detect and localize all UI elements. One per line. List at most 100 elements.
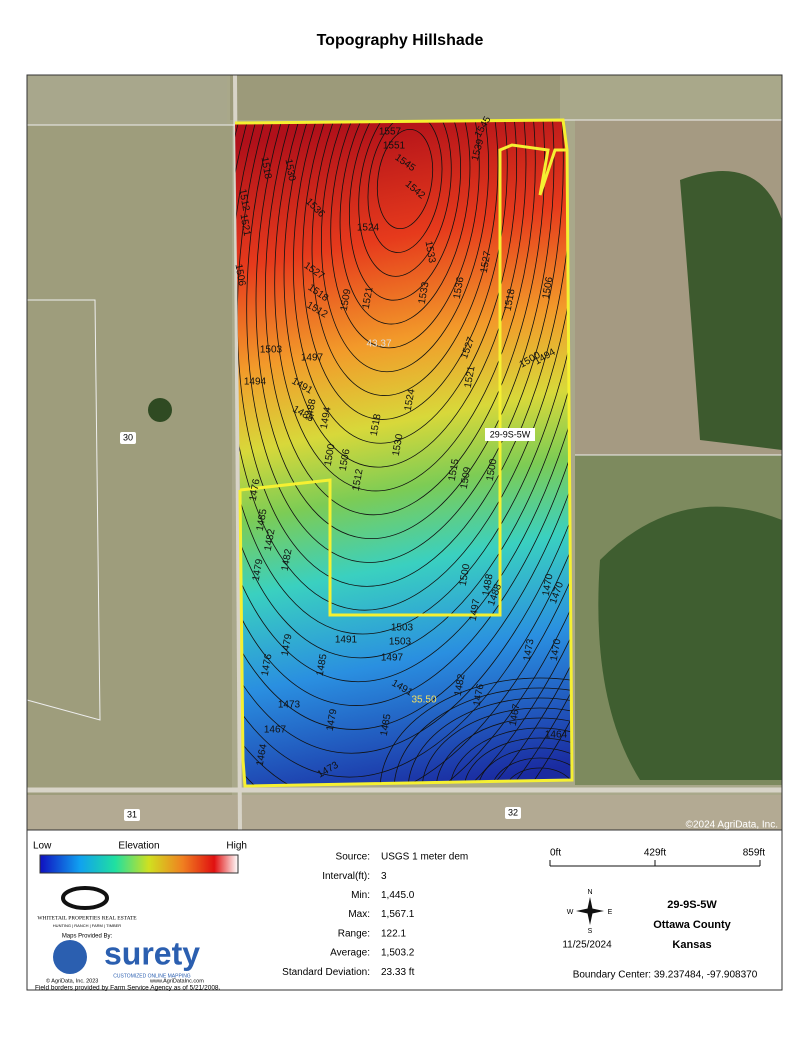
- contour-label: 1485: [379, 713, 394, 737]
- road-labels: 30 31 32: [120, 432, 521, 821]
- contour-line: [367, 120, 443, 253]
- contour-line: [235, 120, 572, 754]
- contour-label: 1464: [255, 743, 270, 767]
- contour-label: 1515: [447, 458, 462, 482]
- stat-label: Standard Deviation:: [282, 967, 370, 978]
- contour-line: [339, 120, 471, 325]
- contour-label: 1518: [503, 288, 518, 312]
- contour-line: [302, 120, 508, 420]
- contour-label: 1512: [351, 468, 366, 492]
- contour-label: 1557: [379, 127, 402, 138]
- scale-bar: 0ft 429ft 859ft: [549, 848, 765, 867]
- contour-label: 1476: [260, 653, 275, 677]
- contour-line: [236, 120, 572, 587]
- contour-line: [235, 120, 572, 635]
- contour-line: [235, 120, 572, 683]
- contour-label: 1494: [319, 406, 334, 430]
- section-box: [485, 428, 535, 441]
- contour-line: [393, 687, 572, 786]
- contour-line: [235, 120, 572, 659]
- logo: WHITETAIL PROPERTIES REAL ESTATE HUNTING…: [37, 886, 204, 984]
- contour-label: 1464: [545, 730, 568, 741]
- contour-label: 1500: [323, 443, 338, 467]
- stat-value: 122.1: [381, 928, 406, 939]
- legend-title: Elevation: [118, 841, 159, 852]
- contour-line: [407, 697, 572, 786]
- contour-label: 1524: [403, 388, 418, 412]
- contour-label: 1506: [233, 263, 248, 287]
- contour-line: [246, 120, 564, 563]
- contour-line: [379, 677, 572, 786]
- contour-label: 1470: [541, 573, 556, 597]
- contour-line: [358, 120, 452, 277]
- compass: N S E W: [567, 889, 613, 935]
- contour-label: 1518: [259, 156, 274, 180]
- contour-label: 1521: [361, 286, 376, 310]
- contour-line: [320, 120, 490, 373]
- brand-tagline: HUNTING | RANCH | FARM | TIMBER: [53, 923, 121, 928]
- contour-line: [463, 737, 572, 786]
- compass-s: S: [588, 928, 593, 935]
- road-label: 32: [508, 807, 518, 817]
- stat-label: Range:: [338, 928, 370, 939]
- contour-label: 1488: [481, 573, 496, 597]
- stat-label: Min:: [351, 890, 370, 901]
- legend-high: High: [226, 841, 247, 852]
- contour-line: [235, 120, 572, 778]
- brand: WHITETAIL PROPERTIES REAL ESTATE: [37, 915, 137, 921]
- surety-tagline: CUSTOMIZED ONLINE MAPPING: [113, 973, 191, 979]
- field-label: 35.50: [411, 695, 436, 706]
- stat-label: Max:: [348, 909, 370, 920]
- compass-w: W: [567, 909, 574, 916]
- scale-label: 0ft: [550, 848, 561, 859]
- contour-line: [255, 120, 555, 540]
- contour-label: 1506: [338, 448, 353, 472]
- stat-value: 3: [381, 871, 387, 882]
- field-label: 43.37: [366, 339, 391, 350]
- road-label: 30: [123, 432, 133, 442]
- contour-label: 1476: [248, 478, 263, 502]
- contour-label: 1512: [237, 188, 252, 212]
- compass-n: N: [587, 889, 592, 896]
- copyright: ©2024 AgriData, Inc.: [686, 820, 778, 831]
- legend-low: Low: [33, 841, 52, 852]
- stat-label: Average:: [330, 948, 370, 959]
- contour-line: [264, 120, 546, 516]
- compass-e: E: [608, 909, 613, 916]
- section-label: 29-9S-5W: [490, 429, 531, 439]
- stat-label: Source:: [336, 852, 370, 863]
- contour-label: 1521: [238, 213, 253, 237]
- contour-label: 1467: [264, 725, 287, 736]
- contour-label: 1482: [280, 548, 295, 572]
- contour-label: 1509: [339, 288, 354, 312]
- contour-label: 1485: [315, 653, 330, 677]
- contour-label: 1482: [263, 528, 278, 552]
- contour-line: [235, 120, 572, 730]
- contour-label: 1509: [459, 466, 474, 490]
- contour-line: [292, 120, 518, 444]
- stat-value: 1,445.0: [381, 890, 415, 901]
- contour-label: 1497: [468, 598, 483, 622]
- contour-label: 1494: [244, 377, 267, 388]
- contour-label: 1524: [357, 223, 380, 234]
- agridata-url: www.AgriDataInc.com: [149, 978, 204, 984]
- contour-line: [311, 120, 499, 396]
- contour-label: 1467: [508, 703, 523, 727]
- contour-label: 1479: [325, 708, 340, 732]
- contour-line: [348, 120, 462, 301]
- contour-label: 1491: [335, 635, 358, 646]
- contour-label: 1497: [381, 653, 404, 664]
- contour-label: 1506: [541, 276, 556, 300]
- contour-line: [330, 120, 480, 349]
- footer: Field borders provided by Farm Service A…: [35, 985, 221, 992]
- title: Topography Hillshade: [317, 32, 484, 49]
- maps-by: Maps Provided By:: [62, 934, 113, 940]
- road-label: 31: [127, 809, 137, 819]
- contour-label: 1473: [522, 638, 537, 662]
- contour-line: [449, 727, 572, 786]
- contour-line: [283, 120, 527, 468]
- boundary-center: Boundary Center: 39.237484, -97.908370: [573, 970, 758, 981]
- elevation-field: [235, 120, 572, 786]
- contour-line: [491, 757, 572, 786]
